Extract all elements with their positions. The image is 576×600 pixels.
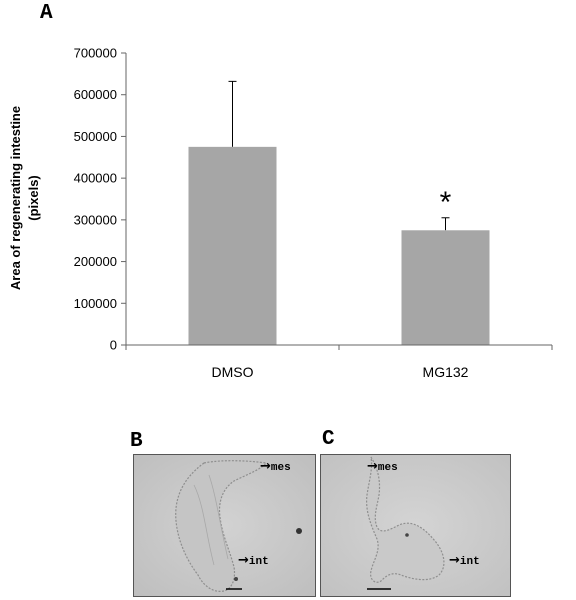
annotation-b-mes: →mes — [260, 459, 291, 474]
annotation-c-int: →int — [449, 553, 480, 568]
panel-label-c: C — [322, 428, 335, 451]
y-axis: 0 100000 200000 300000 400000 500000 600000 700… — [74, 46, 127, 353]
y-axis-label-line-2: (pixels) — [26, 175, 41, 221]
y-tick-label: 600000 — [74, 87, 117, 102]
y-tick-label: 500000 — [74, 129, 117, 144]
micrograph-c: →mes →int — [320, 454, 511, 597]
y-tick-label: 0 — [110, 338, 117, 353]
y-axis-label-line-1: Area of regenerating intestine — [8, 106, 23, 290]
annotation-c-mes: →mes — [367, 459, 398, 474]
x-tick-label: MG132 — [423, 364, 469, 380]
micrograph-c-image — [321, 455, 510, 596]
bar-dmso — [188, 146, 277, 345]
annotation-b-int: →int — [238, 553, 269, 568]
y-tick-label: 300000 — [74, 212, 117, 227]
micrograph-b: →mes →int — [133, 454, 316, 597]
significance-marker: * — [440, 186, 452, 219]
micrograph-b-image — [134, 455, 315, 596]
bar-chart: 0 100000 200000 300000 400000 500000 600000 700… — [8, 46, 553, 380]
panel-label-a: A — [40, 2, 53, 25]
panel-label-b: B — [130, 430, 143, 453]
bars: * — [188, 80, 490, 345]
y-tick-label: 700000 — [74, 46, 117, 61]
x-tick-label: DMSO — [212, 364, 254, 380]
bar-mg132 — [401, 230, 490, 345]
x-axis: DMSO MG132 — [125, 344, 553, 380]
y-tick-label: 100000 — [74, 296, 117, 311]
y-tick-label: 200000 — [74, 254, 117, 269]
y-tick-label: 400000 — [74, 171, 117, 186]
